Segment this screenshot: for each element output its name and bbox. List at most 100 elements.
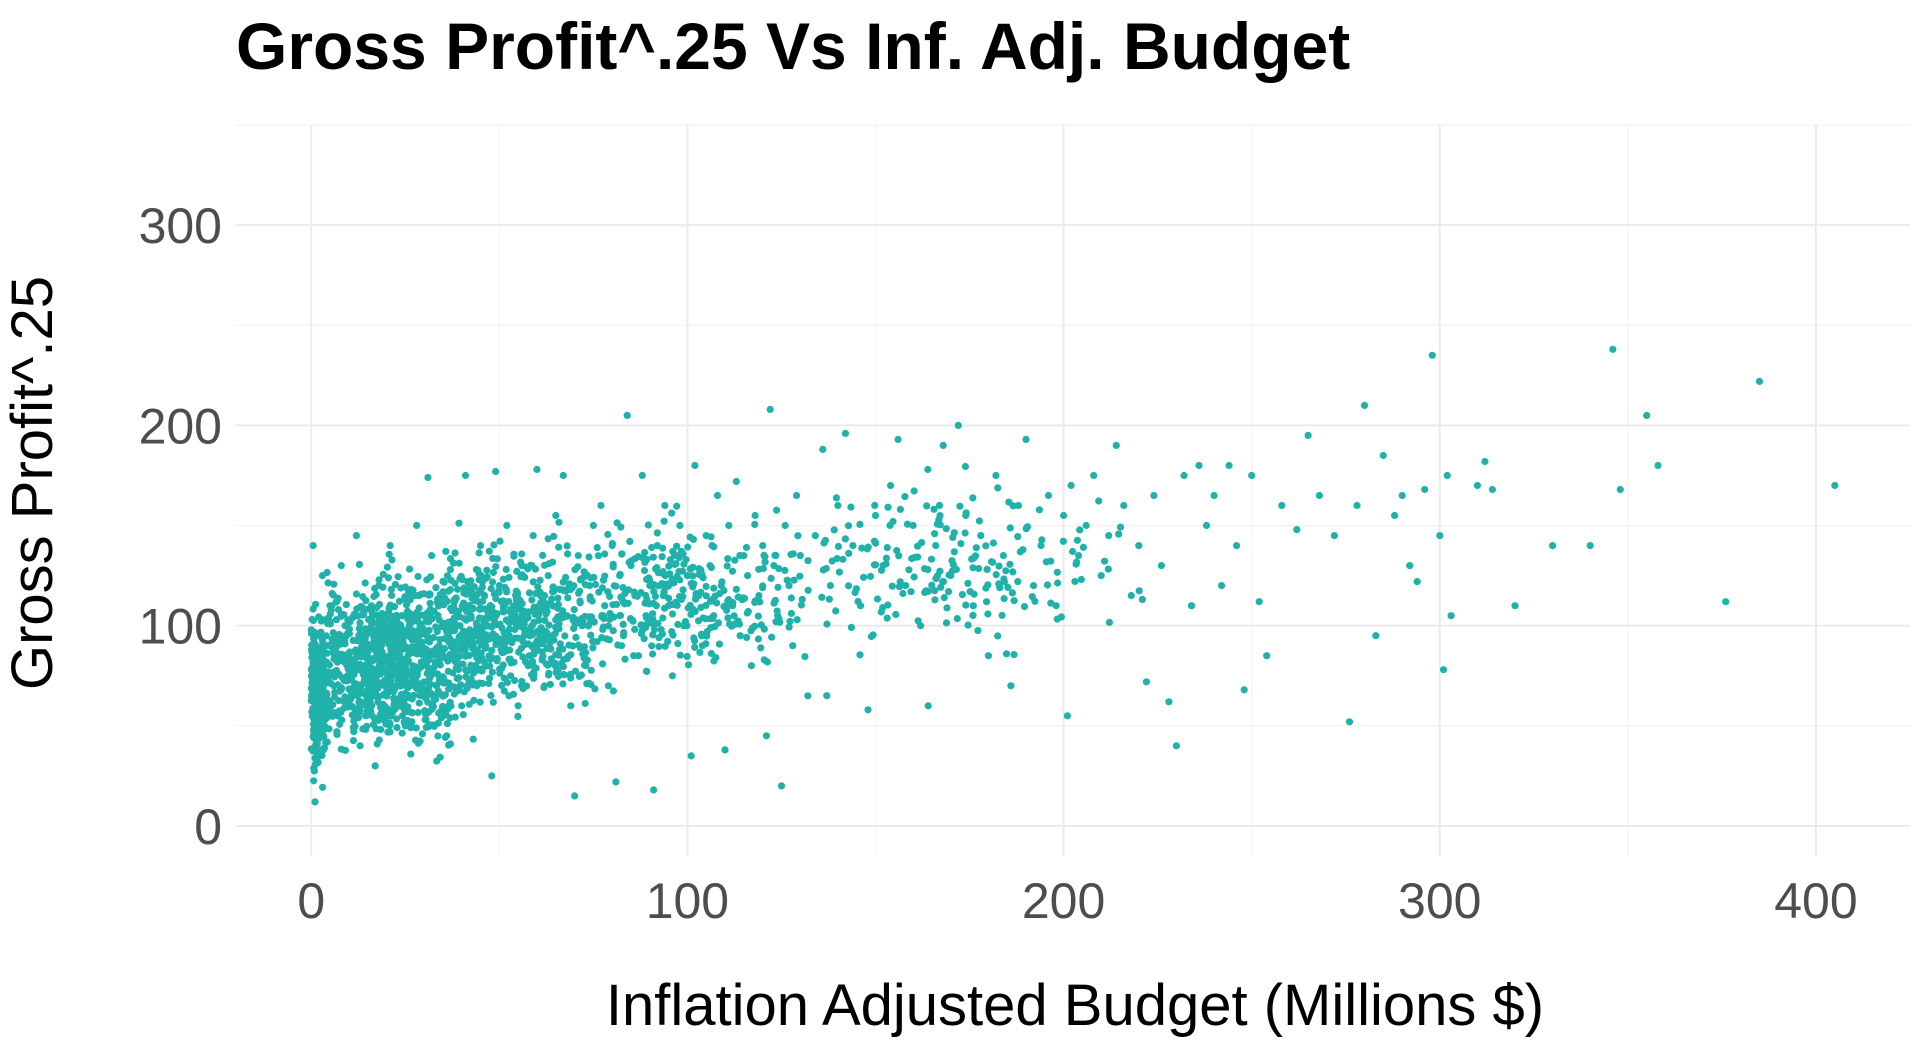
data-point xyxy=(724,555,732,563)
data-point xyxy=(819,566,827,574)
data-point xyxy=(546,680,554,689)
data-point xyxy=(443,720,451,728)
data-point xyxy=(534,583,542,591)
data-point xyxy=(431,650,439,659)
data-point xyxy=(931,587,939,595)
data-points xyxy=(307,345,1839,806)
data-point xyxy=(490,541,498,549)
data-point xyxy=(523,563,531,571)
data-point xyxy=(324,620,332,628)
data-point xyxy=(358,631,366,639)
data-point xyxy=(653,529,661,537)
data-point xyxy=(335,707,344,715)
data-point xyxy=(649,631,657,639)
data-point xyxy=(561,632,569,640)
data-point xyxy=(374,643,382,652)
data-point xyxy=(811,532,819,540)
data-point xyxy=(451,579,459,587)
data-point xyxy=(644,521,653,529)
data-point xyxy=(1000,575,1008,583)
data-point xyxy=(1225,461,1233,470)
data-point xyxy=(371,584,379,593)
data-point xyxy=(713,491,722,500)
data-point xyxy=(575,589,583,597)
data-point xyxy=(757,644,765,652)
data-point xyxy=(487,612,496,620)
data-point xyxy=(438,706,446,714)
data-point xyxy=(1353,501,1361,510)
data-point xyxy=(317,633,325,641)
data-point xyxy=(958,591,967,599)
data-point xyxy=(365,667,374,675)
data-point xyxy=(326,610,334,618)
data-point xyxy=(676,521,684,530)
data-point xyxy=(446,555,455,563)
data-point xyxy=(463,667,471,675)
data-point xyxy=(1157,562,1165,570)
data-point xyxy=(1831,481,1839,490)
data-point xyxy=(519,637,527,646)
data-point xyxy=(1248,471,1256,480)
data-point xyxy=(658,553,666,561)
data-point xyxy=(940,594,948,602)
data-point xyxy=(465,651,473,660)
data-point xyxy=(449,621,457,629)
data-point xyxy=(910,487,918,495)
data-point xyxy=(871,501,879,509)
data-point xyxy=(1023,523,1032,531)
data-point xyxy=(322,670,330,678)
data-point xyxy=(355,560,363,569)
data-point xyxy=(411,592,419,600)
data-point xyxy=(409,586,417,594)
data-point xyxy=(1439,666,1448,674)
data-point xyxy=(1421,485,1429,494)
data-point xyxy=(343,697,351,705)
data-point xyxy=(464,578,472,586)
data-point xyxy=(755,592,763,600)
data-point xyxy=(823,692,831,700)
data-point xyxy=(459,711,467,719)
data-point xyxy=(606,610,614,618)
data-point xyxy=(349,737,357,745)
data-point xyxy=(352,590,360,598)
data-point xyxy=(684,604,692,612)
data-point xyxy=(432,584,440,592)
data-point xyxy=(488,646,496,655)
data-point xyxy=(708,541,716,550)
data-point xyxy=(1105,618,1113,627)
data-point xyxy=(383,637,391,645)
data-point xyxy=(451,549,459,557)
data-point xyxy=(446,586,455,594)
data-point xyxy=(691,461,699,470)
data-point xyxy=(449,640,457,648)
data-point xyxy=(474,628,482,636)
x-tick-labels: 0 100 200 300 400 xyxy=(297,873,1857,929)
data-point xyxy=(725,596,733,604)
data-point xyxy=(549,588,557,596)
data-point xyxy=(931,530,939,538)
data-point xyxy=(1035,506,1043,514)
data-point xyxy=(927,555,936,563)
data-point xyxy=(454,607,463,615)
data-point xyxy=(924,465,932,474)
data-point xyxy=(832,607,840,615)
data-point xyxy=(759,564,768,573)
data-point xyxy=(650,786,658,794)
data-point xyxy=(328,589,336,598)
data-point xyxy=(393,635,401,643)
data-point xyxy=(548,558,557,566)
data-point xyxy=(512,596,521,604)
data-point xyxy=(440,677,449,685)
data-point xyxy=(399,638,407,646)
data-point xyxy=(445,626,453,634)
data-point xyxy=(984,610,992,618)
data-point xyxy=(839,555,847,563)
data-point xyxy=(554,672,562,681)
data-point xyxy=(871,511,880,520)
data-point xyxy=(517,644,526,652)
data-point xyxy=(502,565,510,574)
data-point xyxy=(571,792,579,800)
data-point xyxy=(564,584,572,592)
data-point xyxy=(346,618,354,626)
data-point xyxy=(796,552,804,560)
